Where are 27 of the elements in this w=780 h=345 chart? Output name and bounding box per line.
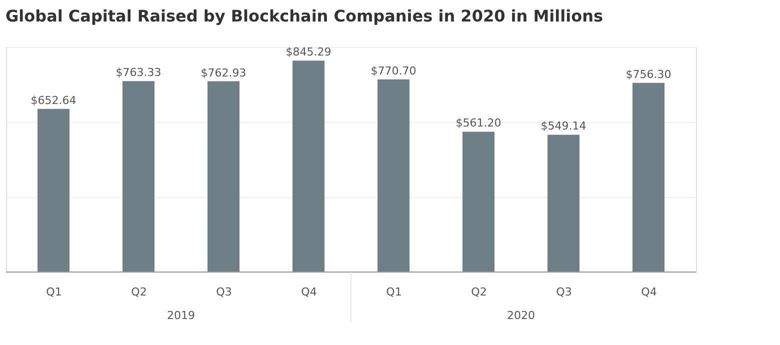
data-label: $845.29 <box>286 46 332 59</box>
x-tick-label: Q3 <box>556 286 572 298</box>
text: 2020 <box>507 309 535 322</box>
bar <box>378 79 410 272</box>
data-label: $770.70 <box>370 64 416 78</box>
bar <box>632 82 664 272</box>
x-tick-label: Q2 <box>131 286 147 298</box>
data-label: $561.20 <box>456 116 502 130</box>
data-label: $549.14 <box>540 120 586 133</box>
data-label: $756.30 <box>626 68 672 81</box>
x-tick-label: Q4 <box>641 286 657 298</box>
data-label: $762.93 <box>200 66 246 80</box>
x-tick-label: Q1 <box>386 286 402 298</box>
bar <box>38 108 70 272</box>
data-label: $763.33 <box>116 66 162 80</box>
x-tick-label: Q3 <box>216 286 232 298</box>
bar <box>462 132 494 272</box>
x-tick-label: Q2 <box>471 286 487 298</box>
bar <box>208 81 240 272</box>
bar <box>548 134 580 272</box>
chart-title: Global Capital Raised by Blockchain Companies in 2020 in Millions <box>6 6 603 26</box>
x-tick-label: Q4 <box>301 286 317 298</box>
text: 2019 <box>167 309 195 322</box>
data-label: $652.64 <box>30 94 76 107</box>
x-tick-label: Q1 <box>46 286 62 298</box>
bar <box>292 60 324 272</box>
bar <box>122 81 154 272</box>
